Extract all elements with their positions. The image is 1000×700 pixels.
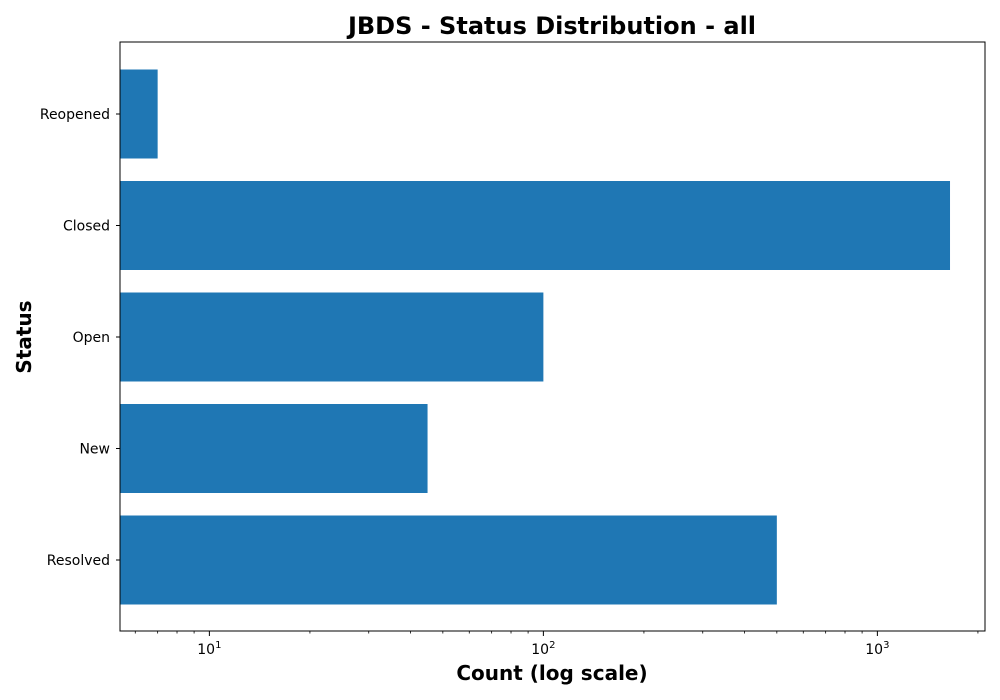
- bar-reopened: [120, 69, 158, 159]
- x-axis-label: Count (log scale): [456, 661, 647, 685]
- y-tick-label-closed: Closed: [63, 219, 110, 235]
- y-tick-label-reopened: Reopened: [40, 107, 110, 123]
- y-axis: Resolved New Open Closed Reopened: [40, 107, 120, 569]
- bars-group: [120, 69, 951, 605]
- bar-open: [120, 292, 544, 382]
- bar-closed: [120, 181, 951, 270]
- y-axis-label: Status: [12, 300, 36, 373]
- chart-title: JBDS - Status Distribution - all: [346, 12, 756, 40]
- x-tick-label-100: 102: [531, 640, 555, 658]
- bar-new: [120, 404, 428, 493]
- x-tick-label-1000: 103: [865, 640, 889, 658]
- y-tick-label-open: Open: [73, 330, 110, 346]
- y-tick-label-resolved: Resolved: [47, 553, 110, 569]
- bar-resolved: [120, 515, 777, 605]
- x-axis: 101 102 103: [134, 631, 979, 658]
- y-tick-label-new: New: [79, 442, 110, 458]
- x-tick-label-10: 101: [197, 640, 221, 658]
